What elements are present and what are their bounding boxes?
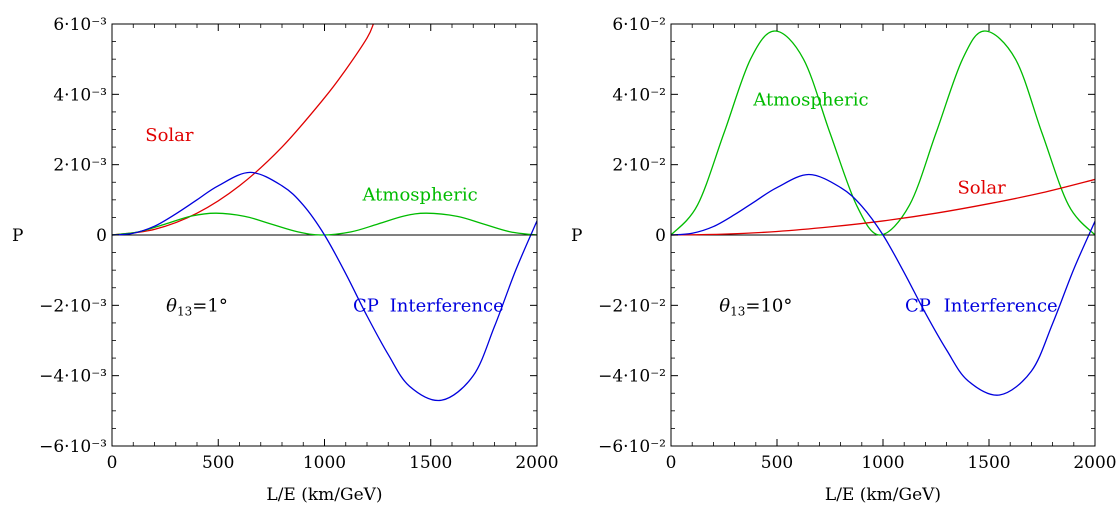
annotation-solar: Solar (145, 125, 194, 146)
y-tick-label: −6·10⁻³ (39, 437, 107, 457)
series-line-solar (671, 178, 1095, 236)
y-tick-label: −6·10⁻² (598, 437, 666, 457)
y-tick-label: 6·10⁻³ (53, 15, 107, 35)
theta-subscript: 13 (730, 304, 745, 318)
x-tick-label: 1000 (303, 453, 346, 473)
theta-value: =1° (192, 295, 228, 316)
annotation-cp: CP (353, 295, 379, 316)
x-axis-title: L/E (km/GeV) (266, 485, 382, 505)
x-tick-label: 500 (761, 453, 793, 473)
y-tick-label: 4·10⁻² (612, 85, 666, 105)
theta-label: θ13=10° (719, 295, 792, 318)
y-axis-title: P (12, 226, 23, 246)
x-tick-label: 1500 (409, 453, 452, 473)
annotation-cp: CP (905, 295, 931, 316)
series-line-atmospheric (112, 212, 537, 236)
theta-value: =10° (745, 295, 792, 316)
y-tick-label: 2·10⁻³ (53, 156, 107, 176)
y-tick-label: −2·10⁻² (598, 296, 666, 316)
x-tick-label: 0 (666, 453, 677, 473)
x-tick-label: 1500 (967, 453, 1010, 473)
series-group (112, 24, 537, 402)
y-tick-label: −4·10⁻³ (39, 367, 107, 387)
series-line-cp-interference (671, 173, 1095, 396)
y-tick-label: 0 (96, 226, 107, 246)
series-line-atmospheric (671, 30, 1095, 236)
y-tick-label: 0 (655, 226, 666, 246)
annotation-solar: Solar (957, 178, 1006, 199)
theta-symbol: θ (166, 295, 177, 316)
y-tick-label: 2·10⁻² (612, 156, 666, 176)
x-tick-label: 2000 (515, 453, 558, 473)
y-tick-label: 6·10⁻² (612, 15, 666, 35)
theta-subscript: 13 (177, 304, 192, 318)
y-axis-title: P (571, 226, 582, 246)
y-tick-label: 4·10⁻³ (53, 85, 107, 105)
annotation-atmospheric: Atmospheric (361, 185, 477, 206)
x-tick-label: 500 (202, 453, 234, 473)
series-group (671, 30, 1095, 396)
x-axis-title: L/E (km/GeV) (825, 485, 941, 505)
annotation-interference: Interference (390, 295, 504, 316)
x-tick-label: 2000 (1073, 453, 1116, 473)
theta-label: θ13=1° (166, 295, 228, 318)
annotation-atmospheric: Atmospheric (752, 90, 868, 111)
left-panel: 0 500 1000 1500 2000 −6·10⁻³ −4·10⁻³ −2·10⁻³ 0 2·… (12, 15, 559, 505)
x-tick-label: 0 (107, 453, 118, 473)
annotation-interference: Interference (944, 295, 1058, 316)
right-panel: 0 500 1000 1500 2000 −6·10⁻² −4·10⁻² −2·10⁻² 0 2·… (571, 15, 1117, 505)
series-line-solar (112, 24, 374, 236)
y-tick-label: −4·10⁻² (598, 367, 666, 387)
theta-symbol: θ (719, 295, 730, 316)
series-line-cp-interference (112, 171, 537, 402)
x-tick-label: 1000 (861, 453, 904, 473)
y-tick-label: −2·10⁻³ (39, 296, 107, 316)
